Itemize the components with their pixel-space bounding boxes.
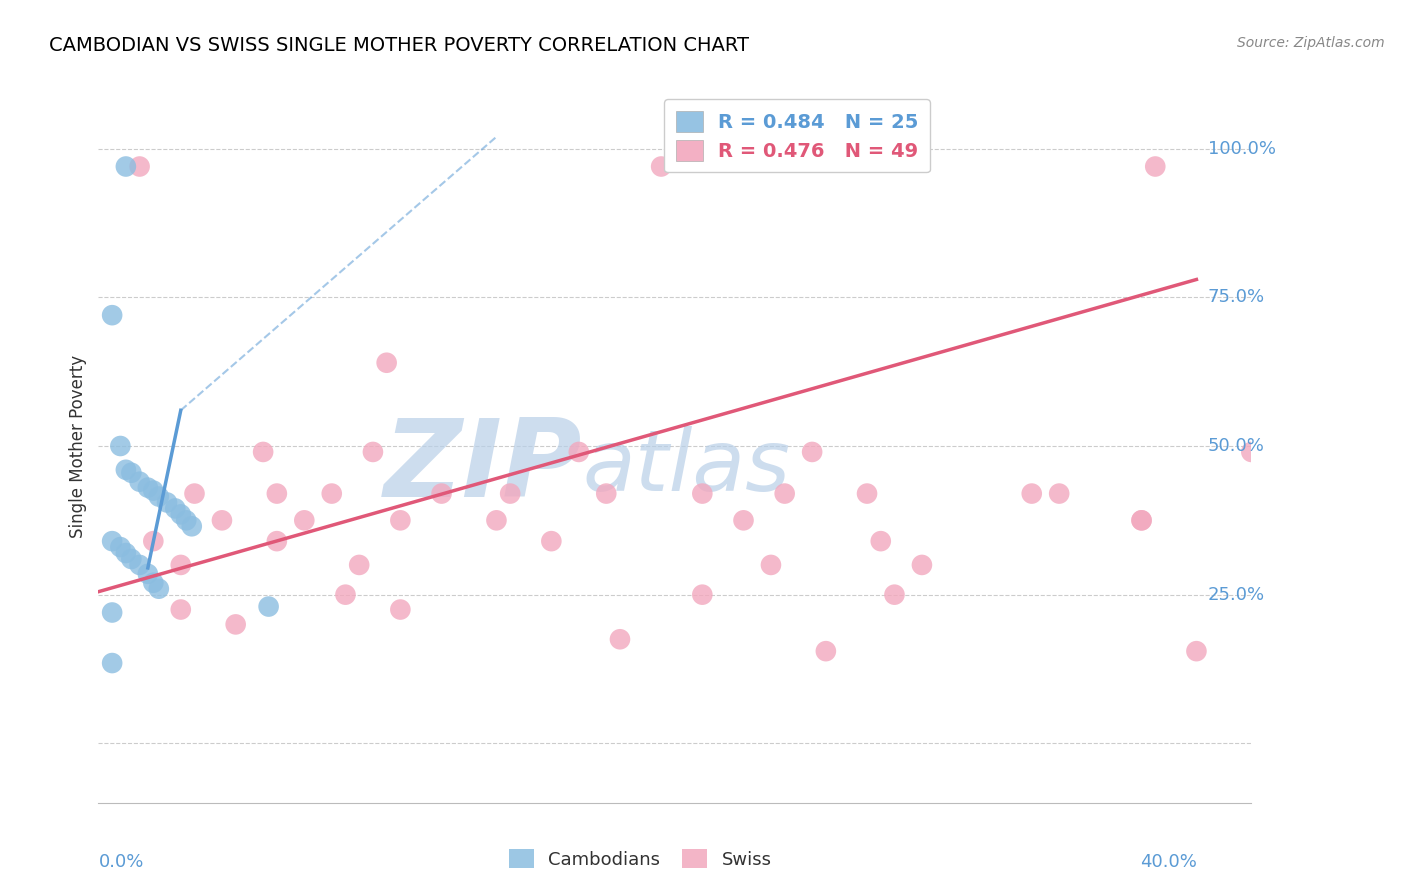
- Text: 25.0%: 25.0%: [1208, 586, 1264, 604]
- Point: [110, 439, 132, 453]
- Point: [430, 486, 453, 500]
- Point: [540, 534, 562, 549]
- Point: [801, 445, 824, 459]
- Point: [1144, 160, 1167, 174]
- Text: 0.0%: 0.0%: [98, 853, 143, 871]
- Point: [321, 486, 343, 500]
- Point: [1130, 513, 1153, 527]
- Point: [389, 513, 412, 527]
- Point: [814, 644, 837, 658]
- Point: [883, 588, 905, 602]
- Point: [266, 486, 288, 500]
- Point: [142, 534, 165, 549]
- Point: [1295, 534, 1317, 549]
- Y-axis label: Single Mother Poverty: Single Mother Poverty: [69, 354, 87, 538]
- Point: [115, 546, 138, 560]
- Text: 40.0%: 40.0%: [1140, 853, 1197, 871]
- Text: 75.0%: 75.0%: [1208, 288, 1264, 306]
- Point: [101, 656, 124, 670]
- Point: [170, 558, 193, 572]
- Point: [266, 534, 288, 549]
- Point: [165, 501, 187, 516]
- Point: [142, 575, 165, 590]
- Point: [1240, 445, 1263, 459]
- Point: [128, 160, 150, 174]
- Point: [120, 552, 142, 566]
- Point: [1047, 486, 1070, 500]
- Legend: Cambodians, Swiss: Cambodians, Swiss: [502, 841, 779, 876]
- Point: [869, 534, 891, 549]
- Point: [733, 513, 755, 527]
- Point: [257, 599, 280, 614]
- Point: [211, 513, 233, 527]
- Point: [225, 617, 247, 632]
- Point: [856, 486, 879, 500]
- Point: [347, 558, 370, 572]
- Point: [142, 483, 165, 498]
- Text: atlas: atlas: [582, 425, 790, 509]
- Point: [136, 481, 159, 495]
- Point: [759, 558, 782, 572]
- Point: [148, 582, 170, 596]
- Point: [1323, 486, 1346, 500]
- Point: [499, 486, 522, 500]
- Point: [120, 466, 142, 480]
- Text: CAMBODIAN VS SWISS SINGLE MOTHER POVERTY CORRELATION CHART: CAMBODIAN VS SWISS SINGLE MOTHER POVERTY…: [49, 36, 749, 54]
- Point: [692, 588, 714, 602]
- Point: [115, 463, 138, 477]
- Text: Source: ZipAtlas.com: Source: ZipAtlas.com: [1237, 36, 1385, 50]
- Point: [101, 606, 124, 620]
- Point: [1185, 644, 1208, 658]
- Point: [110, 540, 132, 554]
- Point: [174, 513, 197, 527]
- Point: [115, 160, 138, 174]
- Text: 100.0%: 100.0%: [1208, 140, 1275, 158]
- Point: [128, 475, 150, 489]
- Point: [292, 513, 315, 527]
- Point: [101, 308, 124, 322]
- Text: 50.0%: 50.0%: [1208, 437, 1264, 455]
- Point: [136, 566, 159, 581]
- Point: [170, 508, 193, 522]
- Point: [156, 495, 179, 509]
- Point: [609, 632, 631, 647]
- Point: [568, 445, 591, 459]
- Point: [773, 486, 796, 500]
- Text: ZIP: ZIP: [384, 415, 582, 520]
- Point: [170, 602, 193, 616]
- Point: [911, 558, 934, 572]
- Point: [692, 486, 714, 500]
- Point: [252, 445, 274, 459]
- Point: [650, 160, 672, 174]
- Point: [101, 534, 124, 549]
- Point: [128, 558, 150, 572]
- Point: [183, 486, 205, 500]
- Point: [595, 486, 617, 500]
- Point: [1130, 513, 1153, 527]
- Point: [180, 519, 202, 533]
- Point: [335, 588, 357, 602]
- Point: [148, 490, 170, 504]
- Point: [389, 602, 412, 616]
- Point: [485, 513, 508, 527]
- Point: [1021, 486, 1043, 500]
- Point: [375, 356, 398, 370]
- Point: [361, 445, 384, 459]
